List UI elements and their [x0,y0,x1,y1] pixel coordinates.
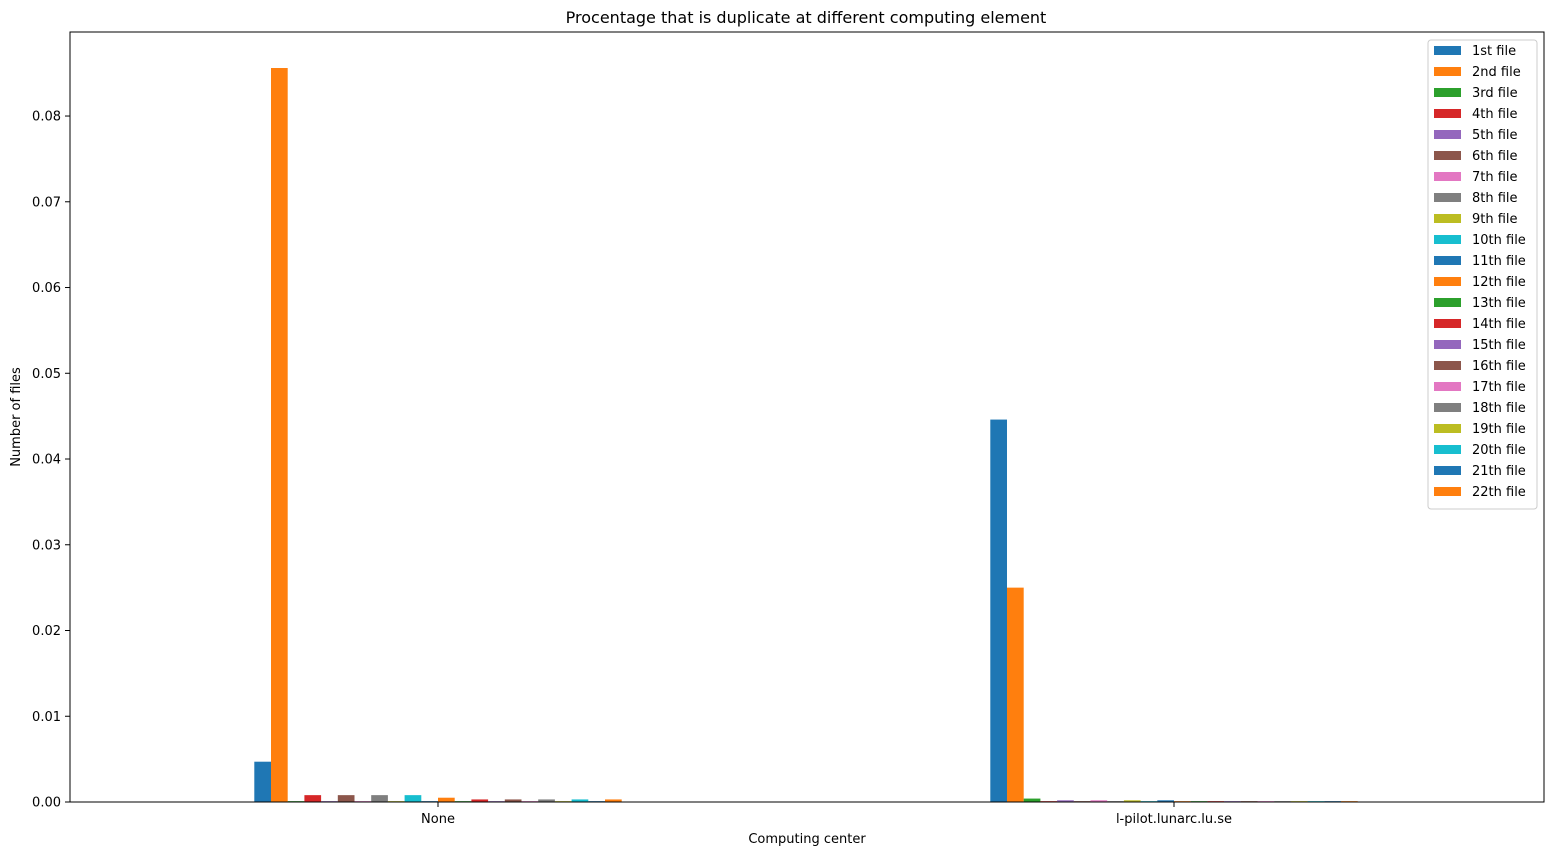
legend-swatch [1434,382,1461,391]
legend-swatch [1434,466,1461,475]
legend-label: 10th file [1472,233,1526,248]
y-axis: 0.00 0.01 0.02 0.03 0.04 0.05 0.06 0.07 0.08 [32,110,70,811]
x-tick-label: l-pilot.lunarc.lu.se [1116,812,1232,827]
legend-label: 1st file [1472,44,1516,59]
legend-label: 19th file [1472,422,1526,437]
legend-swatch [1434,256,1461,265]
legend: 1st file 2nd file 3rd file 4th file 5th file… [1427,39,1538,510]
legend-label: 7th file [1472,170,1518,185]
bar-1-l-pilot [990,419,1007,802]
legend-label: 14th file [1472,317,1526,332]
legend-swatch [1434,298,1461,307]
legend-swatch [1434,172,1461,181]
y-tick-label: 0.04 [32,453,61,468]
bar-5-l-pilot [1057,800,1074,802]
legend-swatch [1434,193,1461,202]
bar-12-none [438,797,455,802]
legend-label: 6th file [1472,149,1518,164]
legend-swatch [1434,151,1461,160]
bar-7-l-pilot [1090,800,1108,802]
y-tick-label: 0.00 [32,796,61,811]
legend-label: 18th file [1472,401,1526,416]
x-axis: None l-pilot.lunarc.lu.se [421,802,1232,827]
legend-swatch [1434,319,1461,328]
bar-8-none [371,795,388,802]
legend-label: 16th file [1472,359,1526,374]
y-tick-label: 0.01 [32,710,61,725]
bar-18-none [538,799,555,802]
legend-swatch [1434,130,1461,139]
legend-swatch [1434,340,1461,349]
legend-swatch [1434,109,1461,118]
legend-label: 13th file [1472,296,1526,311]
y-axis-label: Number of files [9,367,24,467]
y-tick-label: 0.02 [32,624,61,639]
y-tick-label: 0.07 [32,195,61,210]
legend-swatch [1434,277,1461,286]
y-tick-label: 0.06 [32,281,61,296]
legend-label: 3rd file [1472,86,1518,101]
bar-20-none [571,799,589,802]
bar-6-none [337,795,355,802]
bar-14-none [471,799,489,802]
legend-label: 12th file [1472,275,1526,290]
legend-swatch [1434,88,1461,97]
legend-swatch [1434,235,1461,244]
bar-22-none [605,799,622,802]
bar-16-none [504,799,522,802]
bar-2-none [271,68,288,802]
legend-label: 17th file [1472,380,1526,395]
bar-11-l-pilot [1157,800,1174,802]
bars-group [254,68,1358,802]
legend-label: 21th file [1472,464,1526,479]
y-tick-label: 0.03 [32,538,61,553]
legend-label: 22th file [1472,485,1526,500]
plot-frame [69,31,1545,803]
chart-title: Procentage that is duplicate at differen… [566,8,1047,27]
x-tick-label: None [421,812,455,827]
bar-9-l-pilot [1123,800,1141,802]
x-axis-label: Computing center [748,832,866,847]
legend-label: 5th file [1472,128,1518,143]
legend-swatch [1434,361,1461,370]
legend-label: 9th file [1472,212,1518,227]
legend-swatch [1434,214,1461,223]
legend-label: 15th file [1472,338,1526,353]
legend-swatch [1434,424,1461,433]
y-tick-label: 0.05 [32,367,61,382]
legend-swatch [1434,46,1461,55]
bar-3-l-pilot [1023,798,1041,802]
legend-label: 2nd file [1472,65,1521,80]
legend-label: 8th file [1472,191,1518,206]
legend-swatch [1434,487,1461,496]
legend-swatch [1434,67,1461,76]
legend-label: 11th file [1472,254,1526,269]
bar-10-none [404,795,422,802]
y-tick-label: 0.08 [32,110,61,125]
legend-swatch [1434,445,1461,454]
legend-label: 20th file [1472,443,1526,458]
bar-4-none [304,795,322,802]
legend-swatch [1434,403,1461,412]
bar-1-none [254,761,271,802]
legend-label: 4th file [1472,107,1518,122]
bar-2-l-pilot [1007,587,1024,802]
